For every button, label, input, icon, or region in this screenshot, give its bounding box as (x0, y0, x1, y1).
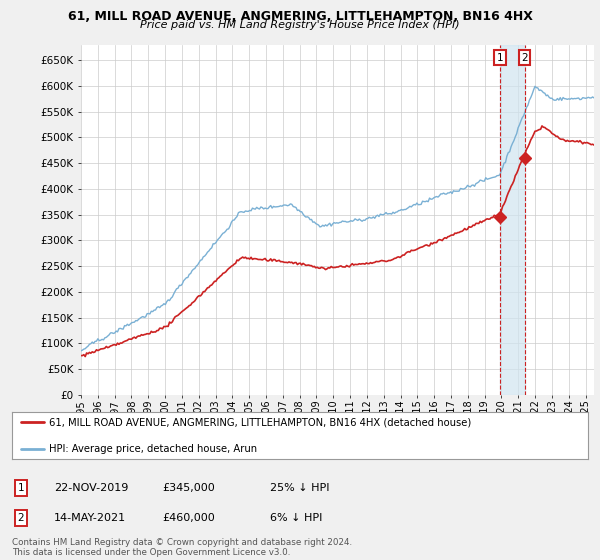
Text: 1: 1 (17, 483, 25, 493)
Text: 22-NOV-2019: 22-NOV-2019 (54, 483, 128, 493)
Text: HPI: Average price, detached house, Arun: HPI: Average price, detached house, Arun (49, 444, 257, 454)
Text: 25% ↓ HPI: 25% ↓ HPI (270, 483, 329, 493)
Text: £460,000: £460,000 (162, 513, 215, 523)
Text: Price paid vs. HM Land Registry's House Price Index (HPI): Price paid vs. HM Land Registry's House … (140, 20, 460, 30)
Text: 2: 2 (17, 513, 25, 523)
Text: 6% ↓ HPI: 6% ↓ HPI (270, 513, 322, 523)
Text: £345,000: £345,000 (162, 483, 215, 493)
Text: 61, MILL ROAD AVENUE, ANGMERING, LITTLEHAMPTON, BN16 4HX (detached house): 61, MILL ROAD AVENUE, ANGMERING, LITTLEH… (49, 417, 472, 427)
Text: Contains HM Land Registry data © Crown copyright and database right 2024.
This d: Contains HM Land Registry data © Crown c… (12, 538, 352, 557)
Text: 14-MAY-2021: 14-MAY-2021 (54, 513, 126, 523)
Text: 61, MILL ROAD AVENUE, ANGMERING, LITTLEHAMPTON, BN16 4HX: 61, MILL ROAD AVENUE, ANGMERING, LITTLEH… (68, 10, 532, 23)
Text: 2: 2 (521, 53, 528, 63)
Text: 1: 1 (496, 53, 503, 63)
Bar (500, 45, 524, 395)
